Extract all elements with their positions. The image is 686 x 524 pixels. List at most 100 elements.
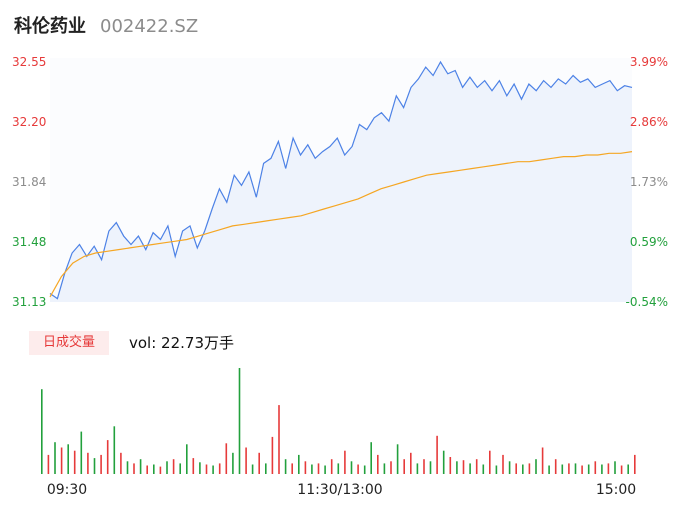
volume-bar: [146, 465, 148, 474]
volume-bar: [363, 465, 366, 474]
volume-bar: [179, 463, 181, 474]
volume-bar: [436, 435, 438, 474]
volume-bar: [298, 454, 300, 474]
volume-bar: [396, 444, 399, 474]
volume-bar: [212, 465, 214, 474]
volume-bar: [67, 444, 69, 474]
volume-bar: [87, 452, 89, 474]
percent-tick-label: 3.99%: [630, 55, 668, 69]
volume-bar: [265, 463, 267, 474]
volume-bar: [581, 465, 583, 474]
axis-labels: 32.55 32.20 31.84 31.48 31.13 3.99% 2.86% 1.73%…: [12, 55, 668, 309]
price-tick-label: 31.48: [12, 235, 46, 249]
volume-bar: [515, 463, 517, 474]
volume-bar: [205, 464, 208, 474]
volume-bar: [548, 465, 550, 474]
price-area: [50, 62, 632, 302]
volume-bar: [489, 450, 491, 474]
volume-bar: [153, 464, 155, 474]
volume-bar: [251, 464, 254, 474]
volume-bar: [126, 461, 129, 474]
volume-bar: [502, 454, 504, 474]
volume-bar: [528, 463, 531, 474]
volume-bar: [166, 461, 168, 474]
volume-bar: [54, 442, 56, 474]
volume-bar: [449, 457, 452, 474]
volume-bar: [601, 464, 603, 474]
price-area-fill: [50, 62, 632, 302]
price-tick-label: 32.55: [12, 55, 46, 69]
volume-bar: [80, 431, 83, 474]
volume-bar: [620, 465, 623, 474]
time-tick-label: 09:30: [47, 482, 87, 498]
line-series-group: [49, 60, 633, 300]
volume-bar: [423, 459, 425, 474]
volume-bar: [258, 452, 260, 474]
volume-total: vol: 22.73万手: [129, 334, 234, 352]
price-tick-label: 31.13: [12, 295, 46, 309]
volume-bar: [139, 459, 142, 474]
volume-bar: [462, 460, 465, 474]
volume-bar: [442, 450, 445, 474]
volume-bar: [93, 458, 96, 474]
volume-bar: [330, 459, 333, 474]
volume-bar: [416, 463, 419, 474]
percent-tick-label: -0.54%: [626, 295, 668, 309]
time-axis: 09:30 11:30/13:00 15:00: [47, 482, 636, 498]
volume-bar: [192, 458, 195, 474]
volume-bar: [410, 452, 412, 474]
volume-bar: [541, 447, 544, 474]
volume-bar: [199, 462, 201, 474]
volume-bar: [568, 463, 570, 474]
volume-bar: [238, 368, 241, 474]
volume-bar: [350, 461, 353, 474]
volume-bar: [456, 461, 458, 474]
volume-bar: [186, 444, 188, 474]
volume-bar: [106, 440, 109, 474]
stock-title: 科伦药业 002422.SZ: [14, 12, 198, 38]
volume-bar: [133, 463, 135, 474]
volume-bar: [469, 463, 471, 474]
volume-bar: [614, 461, 616, 474]
price-tick-label: 32.20: [12, 115, 46, 129]
volume-bar: [587, 464, 590, 474]
volume-bar: [495, 465, 498, 474]
volume-bar: [291, 463, 293, 474]
volume-bar: [324, 465, 326, 474]
volume-bar: [304, 461, 307, 474]
percent-tick-label: 0.59%: [630, 235, 668, 249]
volume-bar: [278, 405, 280, 474]
price-tick-label: 31.84: [12, 175, 46, 189]
volume-bar: [574, 463, 577, 474]
volume-tag: 日成交量: [29, 331, 109, 355]
volume-bar: [429, 461, 432, 474]
percent-tick-label: 1.73%: [630, 175, 668, 189]
volume-bar: [41, 389, 43, 474]
volume-bar: [100, 454, 102, 474]
time-tick-label: 11:30/13:00: [297, 482, 382, 498]
percent-tick-label: 2.86%: [630, 115, 668, 129]
volume-bar: [284, 459, 287, 474]
volume-bar: [634, 454, 636, 474]
volume-bar: [370, 442, 372, 474]
volume-bar: [561, 464, 564, 474]
volume-bar: [337, 463, 340, 474]
volume-bar: [535, 459, 537, 474]
volume-bar: [554, 459, 557, 474]
volume-bar: [172, 459, 175, 474]
stock-code: 002422.SZ: [100, 16, 199, 37]
volume-bar: [245, 447, 247, 474]
volume-bar: [383, 463, 386, 474]
volume-bar: [627, 464, 629, 474]
volume-bar: [522, 464, 524, 474]
volume-bar: [232, 452, 234, 474]
time-tick-label: 15:00: [596, 482, 636, 498]
volume-bar: [607, 463, 610, 474]
volume-bar: [317, 463, 320, 474]
volume-bar: [120, 452, 122, 474]
volume-bar: [344, 450, 346, 474]
volume-bar: [60, 447, 63, 474]
volume-bar: [403, 459, 405, 474]
volume-bar: [475, 459, 478, 474]
